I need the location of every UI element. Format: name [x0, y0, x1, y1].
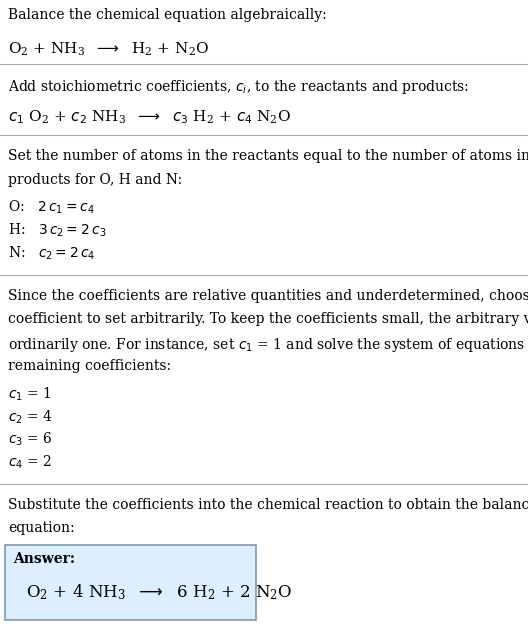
Text: N:   $c_2 = 2\,c_4$: N: $c_2 = 2\,c_4$ [8, 245, 96, 262]
FancyBboxPatch shape [5, 545, 256, 620]
Text: Since the coefficients are relative quantities and underdetermined, choose a: Since the coefficients are relative quan… [8, 289, 528, 303]
Text: $c_3$ = 6: $c_3$ = 6 [8, 431, 52, 449]
Text: $c_1$ $\mathregular{O_2}$ + $c_2$ $\mathregular{NH_3}$  $\longrightarrow$  $c_3$: $c_1$ $\mathregular{O_2}$ + $c_2$ $\math… [8, 109, 291, 126]
Text: $\mathregular{O_2}$ + $\mathregular{NH_3}$  $\longrightarrow$  $\mathregular{H_2: $\mathregular{O_2}$ + $\mathregular{NH_3… [8, 40, 209, 58]
Text: Answer:: Answer: [13, 552, 75, 566]
Text: Set the number of atoms in the reactants equal to the number of atoms in the: Set the number of atoms in the reactants… [8, 149, 528, 163]
Text: $c_4$ = 2: $c_4$ = 2 [8, 454, 52, 471]
Text: ordinarily one. For instance, set $c_1$ = 1 and solve the system of equations fo: ordinarily one. For instance, set $c_1$ … [8, 336, 528, 353]
Text: O:   $2\,c_1 = c_4$: O: $2\,c_1 = c_4$ [8, 199, 95, 217]
Text: Substitute the coefficients into the chemical reaction to obtain the balanced: Substitute the coefficients into the che… [8, 498, 528, 512]
Text: Balance the chemical equation algebraically:: Balance the chemical equation algebraica… [8, 8, 327, 21]
Text: products for O, H and N:: products for O, H and N: [8, 173, 182, 186]
Text: remaining coefficients:: remaining coefficients: [8, 359, 171, 373]
Text: equation:: equation: [8, 521, 74, 535]
Text: $c_1$ = 1: $c_1$ = 1 [8, 386, 51, 403]
Text: Add stoichiometric coefficients, $c_i$, to the reactants and products:: Add stoichiometric coefficients, $c_i$, … [8, 78, 469, 96]
Text: coefficient to set arbitrarily. To keep the coefficients small, the arbitrary va: coefficient to set arbitrarily. To keep … [8, 312, 528, 326]
Text: $\mathregular{O_2}$ + 4 $\mathregular{NH_3}$  $\longrightarrow$  6 $\mathregular: $\mathregular{O_2}$ + 4 $\mathregular{NH… [26, 582, 293, 602]
Text: H:   $3\,c_2 = 2\,c_3$: H: $3\,c_2 = 2\,c_3$ [8, 222, 106, 240]
Text: $c_2$ = 4: $c_2$ = 4 [8, 408, 53, 426]
